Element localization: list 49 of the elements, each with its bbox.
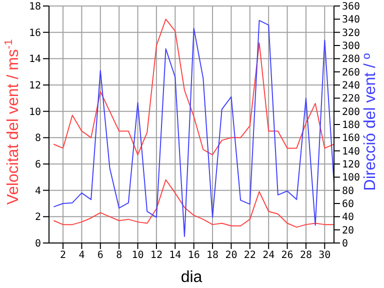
- y2-axis-title: Direcció del vent / º: [362, 53, 379, 191]
- y2-tick-label: 80: [342, 186, 354, 197]
- line-series: [53, 20, 334, 237]
- x-tick-label: 14: [169, 250, 182, 262]
- y-tick-label: 8: [34, 133, 41, 144]
- y-tick-label: 0: [34, 238, 41, 250]
- x-tick-label: 18: [206, 250, 219, 262]
- y2-tick-label: 240: [342, 80, 360, 92]
- y2-tick-label: 280: [342, 54, 360, 66]
- y-tick-label: 16: [28, 28, 41, 39]
- y2-tick-label: 320: [342, 28, 360, 39]
- y-tick-label: 14: [28, 54, 41, 66]
- y2-tick-label: 360: [342, 2, 360, 13]
- x-tick-label: 26: [281, 250, 294, 262]
- y2-tick-label: 140: [342, 146, 360, 158]
- x-tick-label: 10: [132, 250, 144, 262]
- y2-tick-label: 120: [342, 160, 360, 171]
- line-series: [53, 179, 334, 228]
- y-tick-label: 12: [28, 80, 41, 92]
- y2-tick-label: 300: [342, 41, 360, 52]
- x-tick-label: 6: [97, 250, 104, 262]
- y-tick-label: 2: [34, 212, 41, 224]
- y2-tick-label: 20: [342, 225, 354, 236]
- x-tick-label: 4: [78, 250, 85, 262]
- y2-tick-label: 100: [342, 172, 360, 184]
- x-tick-label: 30: [318, 250, 331, 262]
- y-tick-label: 10: [28, 106, 41, 118]
- y2-tick-label: 260: [342, 67, 360, 78]
- y2-tick-label: 0: [342, 238, 348, 250]
- y2-tick-label: 60: [342, 199, 354, 210]
- x-tick-label: 8: [116, 250, 122, 262]
- x-tick-label: 28: [300, 250, 312, 262]
- x-tick-label: 12: [150, 250, 162, 262]
- x-tick-label: 24: [262, 250, 275, 262]
- x-tick-label: 16: [188, 250, 200, 262]
- x-tick-label: 2: [60, 250, 66, 262]
- x-tick-label: 20: [225, 250, 238, 262]
- y2-tick-label: 340: [342, 14, 360, 26]
- y-tick-label: 6: [34, 160, 41, 171]
- x-tick-label: 22: [244, 250, 256, 262]
- y2-tick-label: 40: [342, 212, 354, 224]
- line-series: [53, 18, 334, 156]
- y2-tick-label: 180: [342, 120, 360, 132]
- y2-tick-label: 160: [342, 133, 360, 144]
- y2-tick-label: 200: [342, 106, 360, 118]
- y2-tick-label: 220: [342, 94, 360, 105]
- y-tick-label: 18: [28, 2, 41, 13]
- y-tick-label: 4: [34, 186, 41, 197]
- x-axis-title: dia: [180, 269, 202, 286]
